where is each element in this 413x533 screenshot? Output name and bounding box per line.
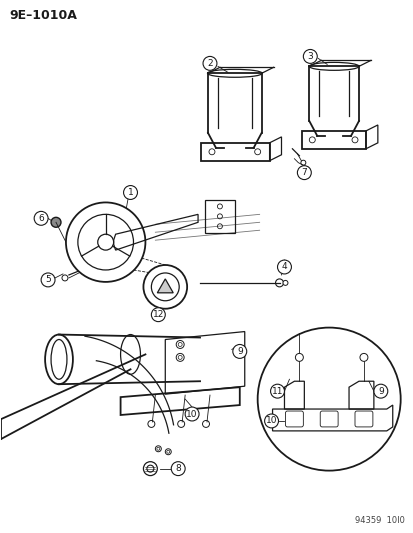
Circle shape (151, 308, 165, 321)
Text: 1: 1 (127, 188, 133, 197)
Circle shape (217, 224, 222, 229)
Circle shape (264, 414, 278, 428)
Circle shape (232, 344, 246, 358)
Circle shape (165, 449, 171, 455)
Text: 5: 5 (45, 276, 51, 285)
Circle shape (51, 217, 61, 227)
Circle shape (178, 343, 182, 346)
Text: 3: 3 (307, 52, 312, 61)
Circle shape (34, 212, 48, 225)
Circle shape (275, 279, 283, 287)
Circle shape (147, 421, 154, 427)
Circle shape (351, 137, 357, 143)
Text: 8: 8 (175, 464, 180, 473)
Text: 4: 4 (281, 262, 287, 271)
Ellipse shape (45, 335, 73, 384)
Circle shape (155, 446, 161, 452)
Circle shape (143, 265, 187, 309)
Circle shape (297, 166, 311, 180)
Text: 2: 2 (206, 59, 212, 68)
Polygon shape (157, 279, 173, 293)
Circle shape (277, 260, 291, 274)
Circle shape (185, 407, 199, 421)
Circle shape (359, 353, 367, 361)
Text: 94359  10I0: 94359 10I0 (354, 516, 404, 525)
Circle shape (217, 204, 222, 209)
Text: 10: 10 (265, 416, 277, 425)
Circle shape (254, 149, 260, 155)
Text: 12: 12 (152, 310, 164, 319)
Circle shape (373, 384, 387, 398)
Ellipse shape (51, 340, 67, 379)
Ellipse shape (120, 335, 140, 374)
Text: 9E–1010A: 9E–1010A (9, 9, 77, 22)
Text: 6: 6 (38, 214, 44, 223)
Circle shape (177, 421, 184, 427)
Ellipse shape (207, 69, 261, 77)
Circle shape (309, 137, 315, 143)
Circle shape (143, 462, 157, 475)
Circle shape (270, 384, 284, 398)
Circle shape (209, 149, 214, 155)
Circle shape (295, 353, 303, 361)
Circle shape (151, 273, 179, 301)
Circle shape (157, 447, 159, 450)
Text: 11: 11 (271, 386, 282, 395)
Ellipse shape (309, 62, 358, 70)
Circle shape (97, 234, 113, 250)
Text: 7: 7 (301, 168, 306, 177)
Circle shape (217, 214, 222, 219)
Circle shape (62, 275, 68, 281)
Text: 10: 10 (186, 409, 197, 418)
Text: 9: 9 (377, 386, 383, 395)
Circle shape (171, 462, 185, 475)
Circle shape (202, 421, 209, 427)
Circle shape (178, 356, 182, 359)
Circle shape (41, 273, 55, 287)
Circle shape (282, 280, 287, 285)
Circle shape (303, 50, 316, 63)
Circle shape (166, 450, 169, 453)
Circle shape (78, 214, 133, 270)
Circle shape (123, 185, 137, 199)
Circle shape (147, 465, 154, 472)
Circle shape (257, 328, 400, 471)
Circle shape (300, 160, 305, 165)
Text: 9: 9 (236, 347, 242, 356)
Circle shape (176, 353, 184, 361)
Circle shape (202, 56, 216, 70)
Circle shape (176, 341, 184, 349)
Circle shape (66, 203, 145, 282)
